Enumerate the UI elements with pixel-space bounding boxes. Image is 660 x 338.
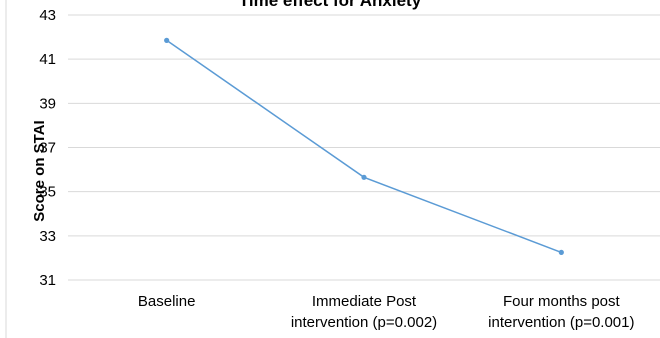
x-tick-label-line: Immediate Post bbox=[312, 293, 417, 310]
gridlines bbox=[68, 14, 660, 281]
data-point bbox=[361, 174, 367, 180]
x-tick-label: Baseline bbox=[138, 293, 196, 310]
y-tick-label: 39 bbox=[39, 95, 56, 112]
chart-title: Time effect for Anxiety bbox=[239, 0, 422, 10]
y-tick-label: 43 bbox=[39, 7, 56, 24]
y-tick-label: 37 bbox=[39, 140, 56, 157]
x-tick-label: Immediate Post intervention (p=0.002) bbox=[291, 293, 437, 331]
x-tick-label-line: Four months post bbox=[503, 293, 621, 310]
series bbox=[164, 37, 564, 255]
y-tick-label: 41 bbox=[39, 51, 56, 68]
y-tick-label: 33 bbox=[39, 228, 56, 245]
x-axis-tick-labels: Baseline Immediate Post intervention (p=0.… bbox=[138, 293, 635, 331]
x-tick-label-line: intervention (p=0.001) bbox=[488, 314, 634, 331]
x-tick-label-line: intervention (p=0.002) bbox=[291, 314, 437, 331]
x-tick-label-line: Baseline bbox=[138, 293, 196, 310]
data-point bbox=[558, 249, 564, 255]
y-axis-tick-labels: 31 33 35 37 39 41 43 bbox=[39, 7, 56, 289]
series-line bbox=[166, 39, 562, 254]
x-tick-label: Four months post intervention (p=0.001) bbox=[488, 293, 634, 331]
y-tick-label: 31 bbox=[39, 272, 56, 289]
y-axis-title: Score on STAI bbox=[31, 120, 48, 221]
y-tick-label: 35 bbox=[39, 184, 56, 201]
data-point bbox=[164, 37, 170, 43]
